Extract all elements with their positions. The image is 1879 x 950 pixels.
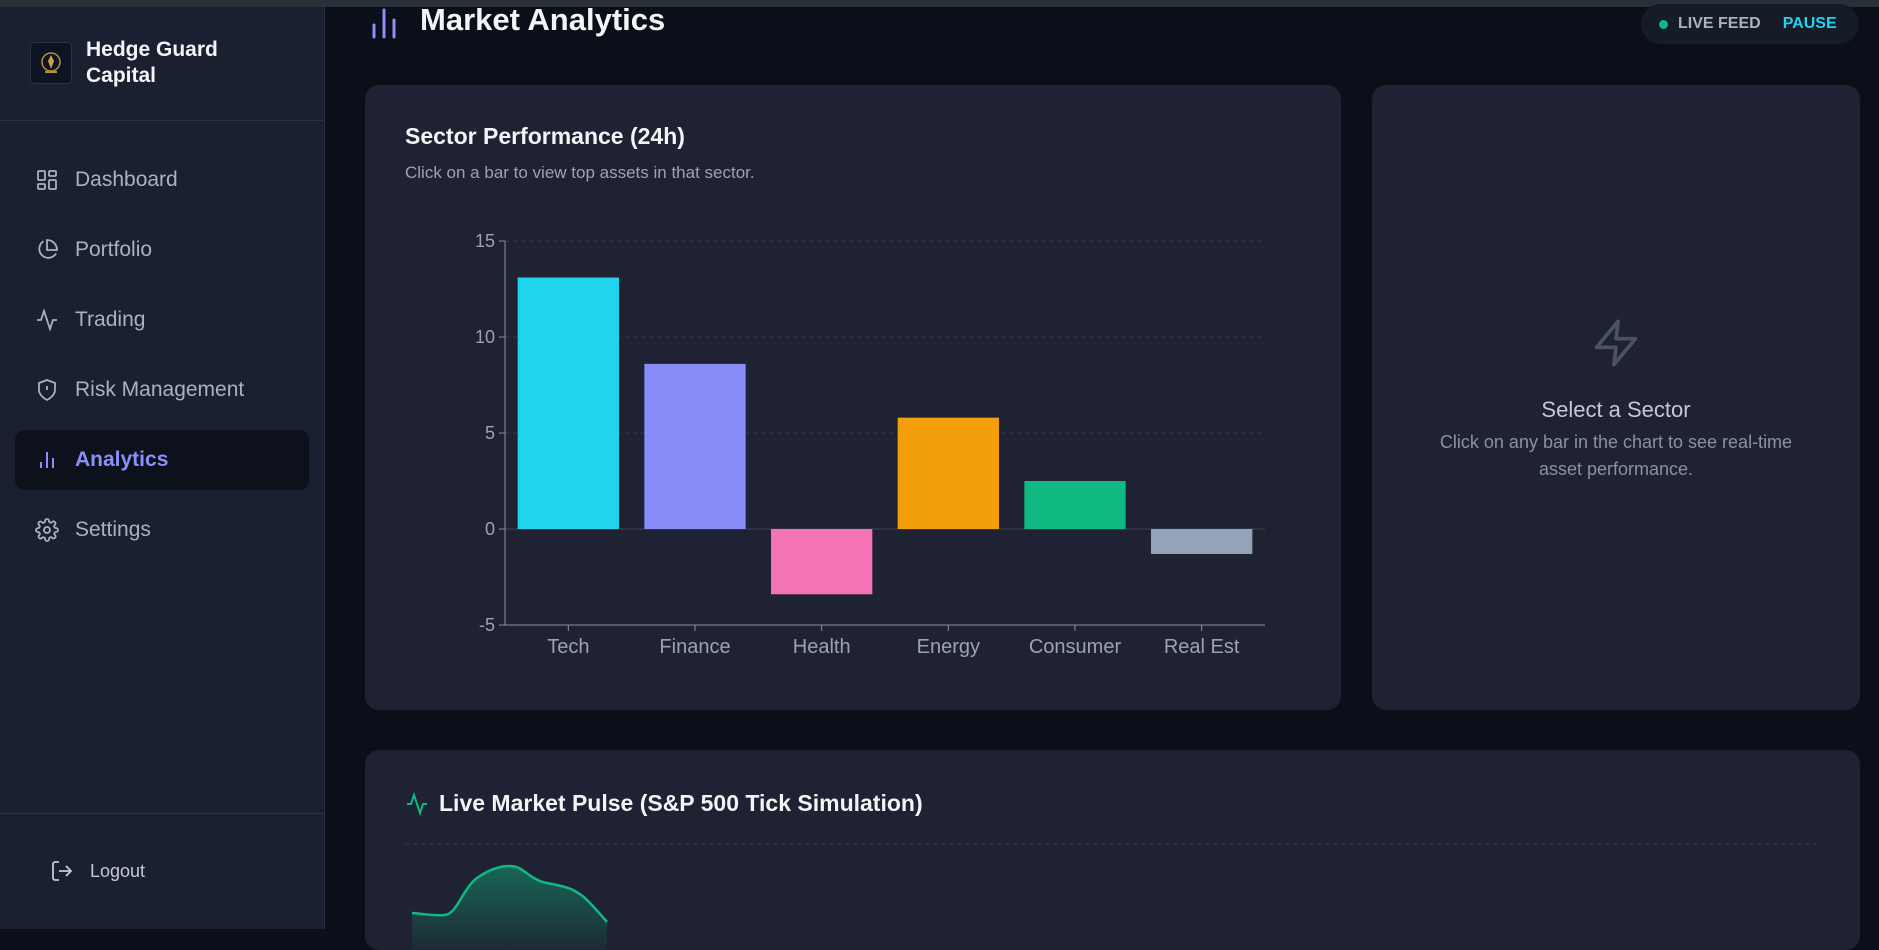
sidebar: Hedge Guard Capital Dashboard Portfolio … — [0, 7, 325, 929]
activity-icon — [37, 308, 57, 332]
pulse-header: Live Market Pulse (S&P 500 Tick Simulati… — [405, 790, 923, 817]
pause-button[interactable]: PAUSE — [1782, 15, 1837, 32]
pie-chart-icon — [38, 239, 58, 259]
x-tick-label: Energy — [917, 636, 980, 658]
bar-tech[interactable] — [517, 277, 619, 529]
logout-icon — [52, 861, 73, 881]
live-market-pulse-card: Live Market Pulse (S&P 500 Tick Simulati… — [365, 750, 1860, 950]
chart-subtitle: Click on a bar to view top assets in tha… — [405, 163, 755, 182]
y-tick-label: 0 — [485, 519, 495, 539]
sidebar-item-label: Risk Management — [75, 378, 245, 401]
sidebar-divider — [0, 120, 324, 121]
x-tick-label: Health — [793, 636, 851, 658]
sidebar-item-trading[interactable]: Trading — [15, 290, 309, 350]
y-tick-label: 10 — [475, 327, 495, 347]
sector-panel-description: Click on any bar in the chart to see rea… — [1439, 432, 1793, 479]
bar-chart-icon — [372, 8, 396, 39]
sidebar-nav: Dashboard Portfolio Trading Risk Managem… — [15, 150, 309, 570]
pulse-line — [411, 864, 608, 923]
bar-real-est[interactable] — [1151, 529, 1253, 554]
sector-details-panel: Select a Sector Click on any bar in the … — [1372, 85, 1860, 710]
company-logo — [30, 42, 72, 84]
bar-health[interactable] — [771, 529, 873, 595]
sidebar-item-settings[interactable]: Settings — [15, 500, 309, 560]
x-tick-label: Real Est — [1164, 636, 1240, 658]
sidebar-item-analytics[interactable]: Analytics — [15, 430, 309, 490]
sidebar-item-label: Portfolio — [75, 238, 153, 261]
grid-icon — [37, 170, 57, 190]
activity-icon — [407, 791, 427, 816]
bar-chart-icon — [40, 452, 54, 468]
x-tick-label: Tech — [547, 636, 589, 658]
sector-performance-card: Sector Performance (24h) Click on a bar … — [365, 85, 1341, 710]
x-tick-label: Consumer — [1029, 636, 1122, 658]
live-status-dot — [1659, 19, 1668, 29]
sidebar-item-dashboard[interactable]: Dashboard — [15, 150, 309, 210]
brand[interactable]: Hedge Guard Capital — [30, 37, 256, 89]
shield-icon — [38, 379, 56, 402]
page-title: Market Analytics — [420, 2, 666, 37]
sidebar-item-label: Trading — [75, 308, 146, 331]
pulse-line-chart — [405, 843, 1820, 950]
sector-bar-chart: -5 0 5 10 15 Tech Finance Health Energy Consumer R… — [475, 231, 1265, 658]
bar-energy[interactable] — [897, 417, 999, 529]
sidebar-item-risk-management[interactable]: Risk Management — [15, 360, 309, 420]
pulse-area — [412, 866, 607, 950]
sidebar-item-label: Dashboard — [75, 168, 178, 191]
brand-name: Hedge Guard Capital — [86, 38, 218, 87]
chart-title: Sector Performance (24h) — [405, 123, 685, 149]
live-feed-control: LIVE FEED PAUSE — [1641, 4, 1859, 44]
bar-finance[interactable] — [644, 363, 746, 529]
live-feed-label: LIVE FEED — [1678, 15, 1761, 32]
y-tick-label: 15 — [475, 231, 495, 251]
x-tick-label: Finance — [659, 636, 730, 658]
lightning-icon — [1594, 319, 1638, 367]
sector-panel-title: Select a Sector — [1541, 397, 1691, 422]
sidebar-divider — [0, 813, 324, 814]
pulse-title: Live Market Pulse (S&P 500 Tick Simulati… — [439, 790, 923, 816]
bar-consumer[interactable] — [1024, 481, 1126, 529]
y-tick-label: -5 — [479, 615, 495, 635]
sidebar-item-label: Settings — [75, 518, 151, 541]
y-tick-label: 5 — [485, 423, 495, 443]
logout-label: Logout — [90, 860, 146, 881]
sidebar-item-portfolio[interactable]: Portfolio — [15, 220, 309, 280]
gear-icon — [35, 518, 59, 542]
top-border — [0, 0, 1879, 7]
logout-button[interactable]: Logout — [50, 859, 145, 883]
sidebar-item-label: Analytics — [75, 448, 169, 471]
